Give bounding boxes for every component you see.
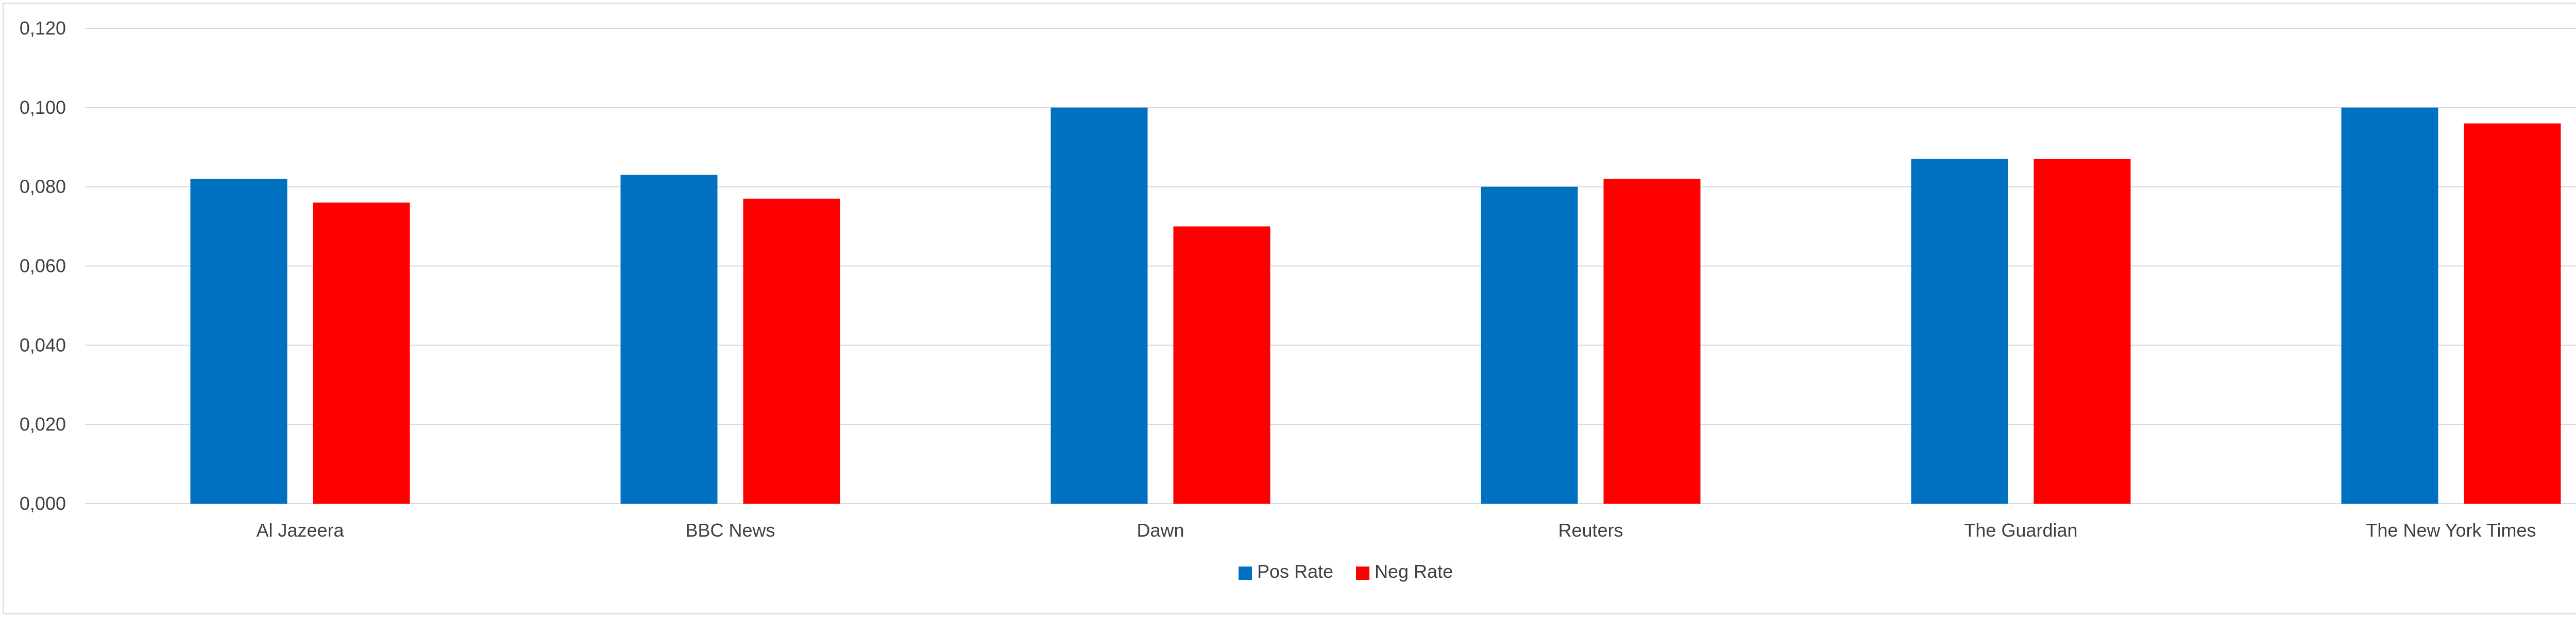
legend-swatch-pos-rate xyxy=(1239,566,1252,580)
neg-rate-bar xyxy=(1603,179,1701,504)
legend: Pos Rate Neg Rate xyxy=(1239,561,1453,582)
x-category-label: Reuters xyxy=(1558,520,1623,541)
pos-rate-bar xyxy=(620,175,718,504)
chart-area xyxy=(3,3,2576,614)
x-category-label: The New York Times xyxy=(2366,520,2536,541)
y-tick-label: 0,020 xyxy=(20,414,66,435)
legend-label-pos-rate: Pos Rate xyxy=(1257,561,1333,582)
y-tick-label: 0,000 xyxy=(20,493,66,514)
y-axis-ticks: 0,000 0,020 0,040 0,060 0,080 0,100 0,120 xyxy=(20,18,66,514)
pos-rate-bar xyxy=(1911,159,2008,504)
neg-rate-bar xyxy=(743,198,840,504)
pos-rate-bar xyxy=(1050,107,1148,504)
bars xyxy=(190,107,2561,504)
pos-rate-bar xyxy=(1481,186,1578,504)
y-tick-label: 0,080 xyxy=(20,176,66,197)
neg-rate-bar xyxy=(1173,226,1270,504)
y-tick-label: 0,040 xyxy=(20,334,66,355)
x-category-label: BBC News xyxy=(685,520,775,541)
y-tick-label: 0,120 xyxy=(20,18,66,39)
pos-rate-bar xyxy=(190,179,287,504)
y-tick-label: 0,060 xyxy=(20,255,66,277)
gridlines xyxy=(85,28,2576,504)
neg-rate-bar xyxy=(2033,159,2131,504)
x-axis-labels: Al Jazeera BBC News Dawn Reuters The Guardia… xyxy=(256,520,2536,541)
x-category-label: The Guardian xyxy=(1964,520,2077,541)
legend-label-neg-rate: Neg Rate xyxy=(1375,561,1453,582)
neg-rate-bar xyxy=(2464,123,2561,504)
y-tick-label: 0,100 xyxy=(20,97,66,118)
pos-rate-bar xyxy=(2341,107,2438,504)
x-category-label: Dawn xyxy=(1137,520,1184,541)
legend-swatch-neg-rate xyxy=(1356,566,1369,580)
neg-rate-bar xyxy=(313,202,410,504)
x-category-label: Al Jazeera xyxy=(256,520,344,541)
